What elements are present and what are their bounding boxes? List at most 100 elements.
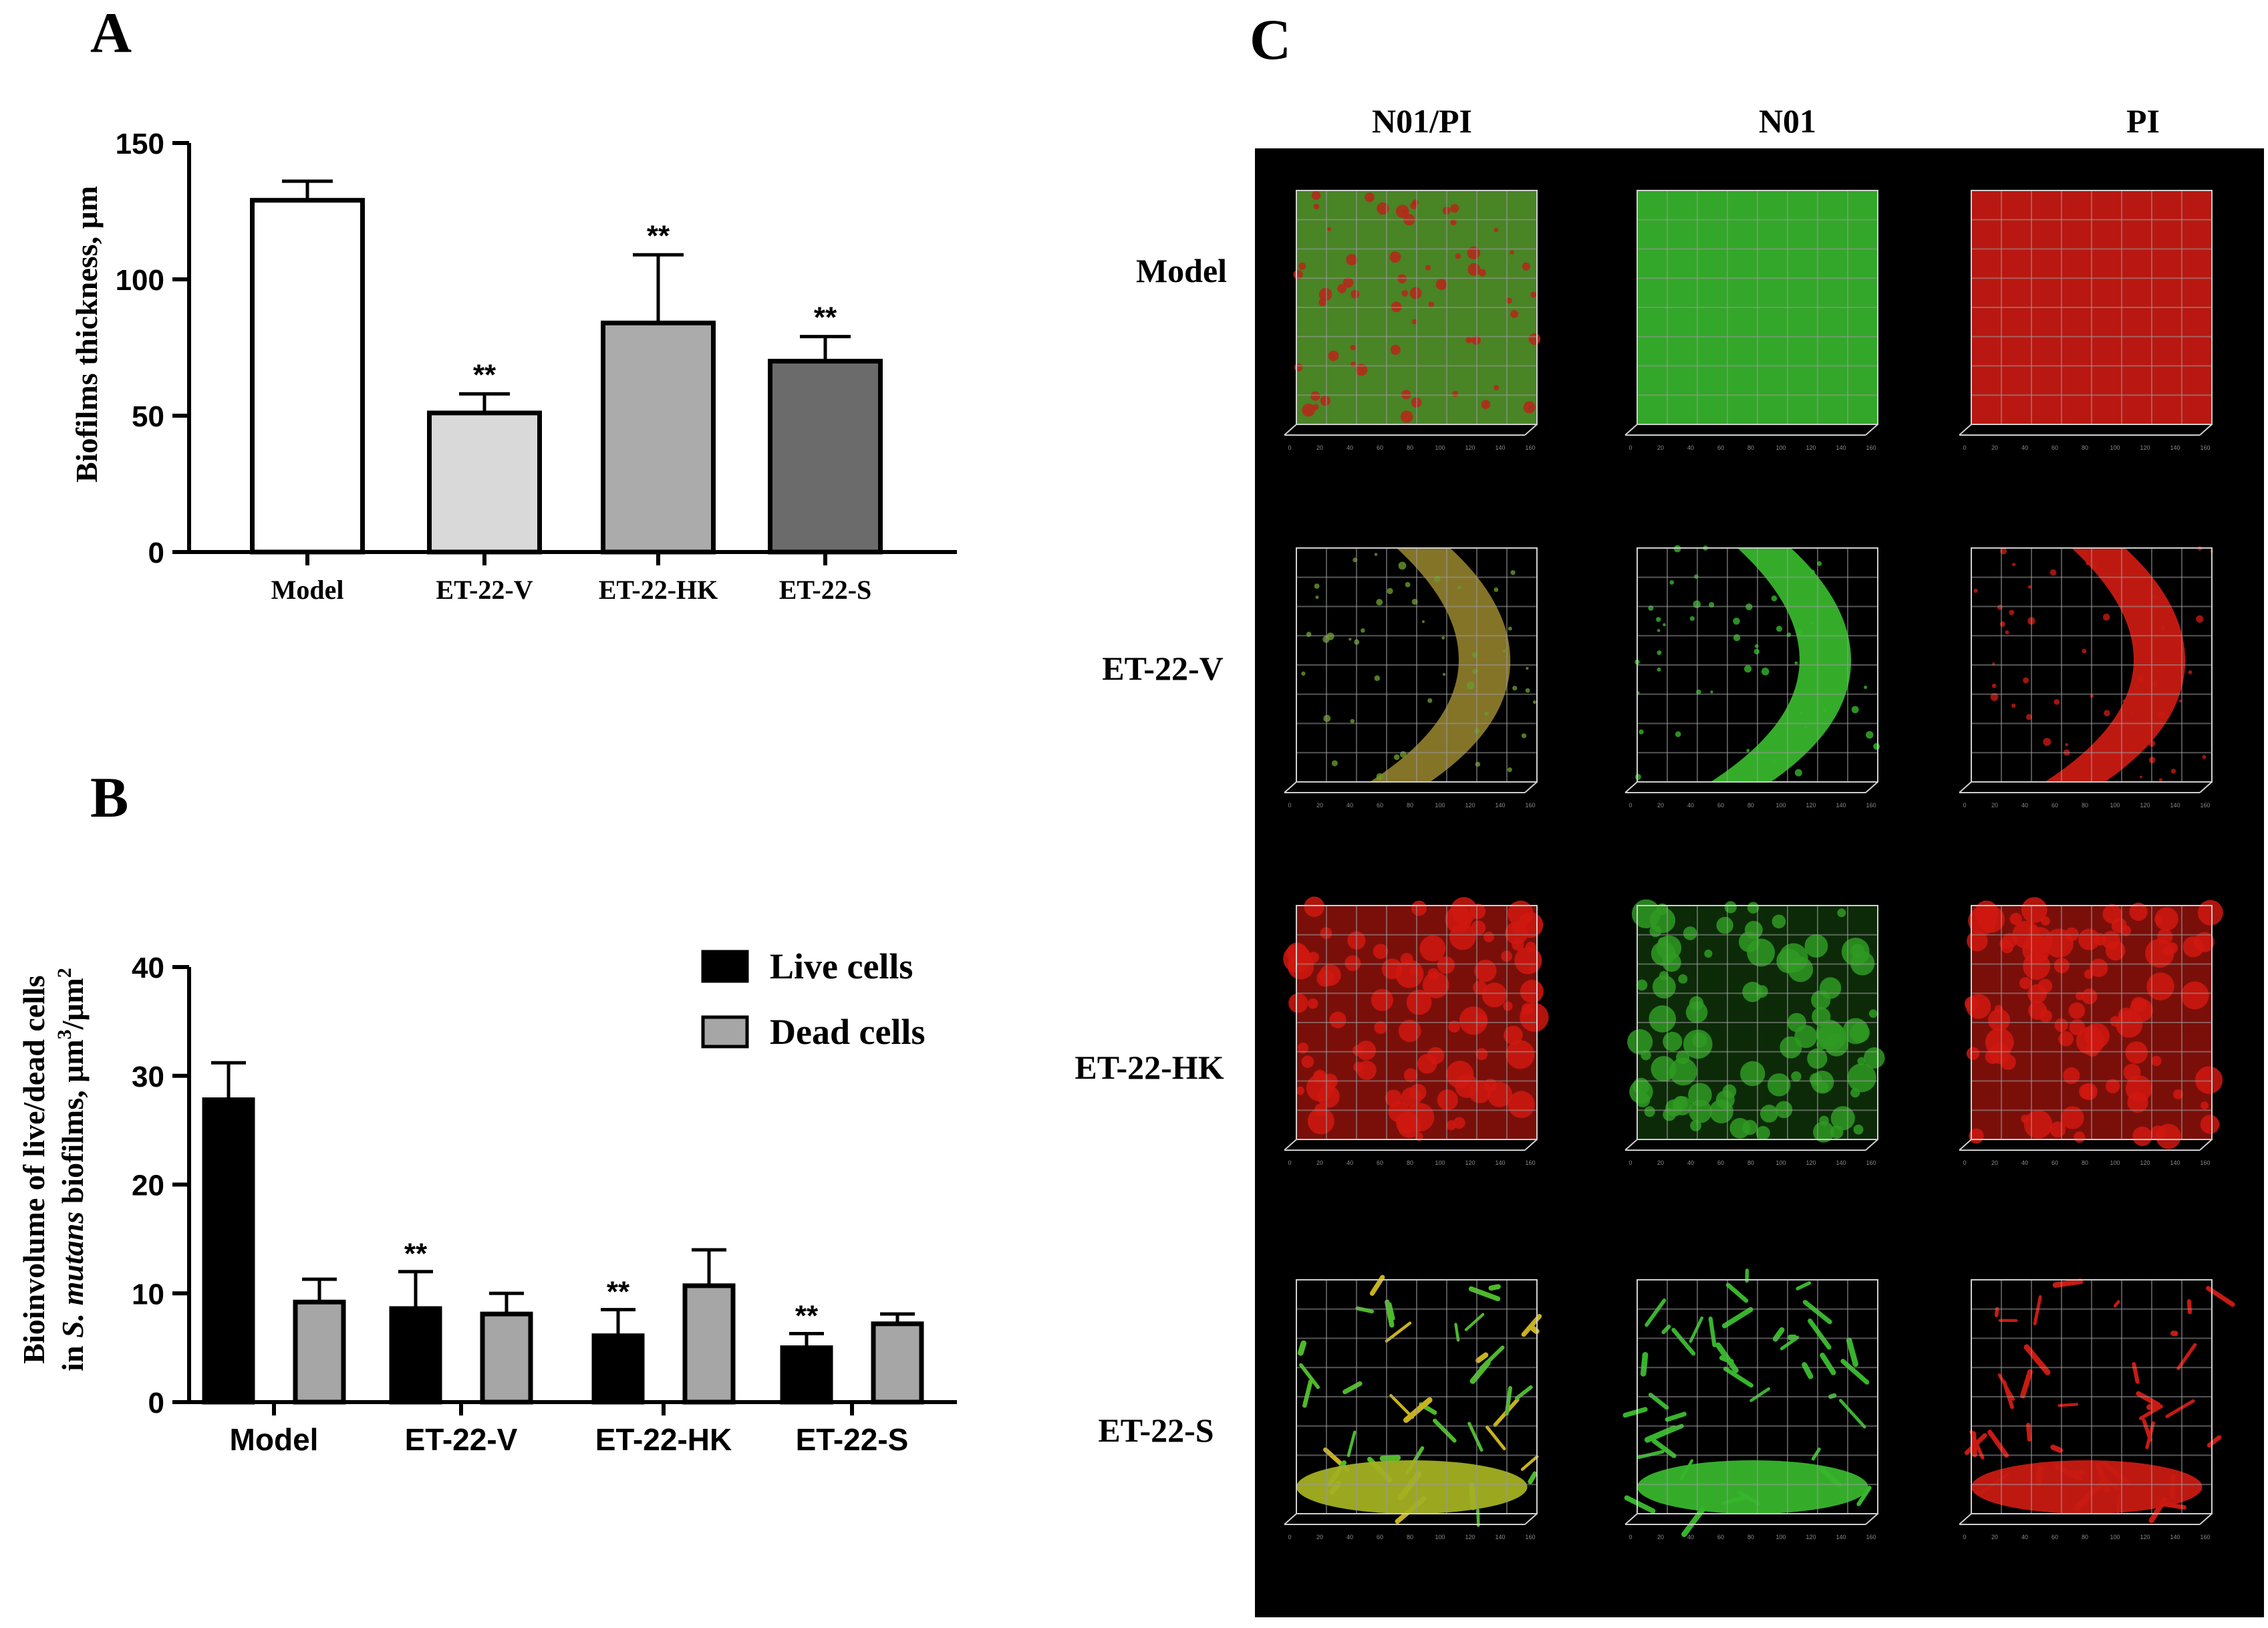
panel-a-bar: [601, 320, 716, 555]
axis-tick-label: 0: [1963, 1160, 1966, 1166]
axis-depth: [1624, 424, 1638, 436]
panel-a-xtick-label: Model: [271, 575, 344, 605]
cell-aggregate: [2009, 912, 2022, 926]
axis-tick-label: 120: [1806, 802, 1816, 809]
cell-speck: [2140, 775, 2143, 779]
grid-box: [1971, 1279, 2213, 1514]
cell-speck: [1795, 628, 1802, 636]
cell-speck: [2082, 648, 2087, 654]
cell-speck: [1507, 767, 1512, 773]
dead-cell-cluster: [1528, 333, 1541, 346]
cell-speck: [1973, 588, 1978, 593]
dead-cell-cluster: [1452, 390, 1459, 397]
axis-tick-label: 60: [1717, 802, 1724, 809]
filament-strand: [1467, 1421, 1483, 1452]
cell-speck: [1331, 760, 1338, 767]
cell-speck: [1999, 621, 2005, 627]
axis-tick-label: 80: [2082, 444, 2088, 451]
axis-tick-label: 20: [1316, 802, 1323, 809]
axis-tick-label: 40: [2021, 802, 2028, 809]
cell-aggregate: [1755, 1125, 1770, 1140]
axis-tick-label: 140: [1495, 444, 1505, 451]
axis-tick-label: 0: [1963, 1534, 1966, 1540]
panel-b-bar-live: [389, 1306, 442, 1405]
grid-box: [1296, 905, 1538, 1140]
cell-speck: [1521, 733, 1527, 738]
axis-tick-label: 160: [1525, 444, 1535, 451]
panel-b-ytick-label: 20: [132, 1170, 164, 1202]
filament-strand: [2052, 1278, 2084, 1288]
filament-strand: [2186, 1299, 2192, 1315]
cell-aggregate: [1422, 972, 1449, 998]
filament-strand: [2002, 1380, 2014, 1409]
dead-cell-cluster: [1435, 279, 1447, 290]
col-header-pi: PI: [2126, 102, 2160, 140]
cell-aggregate: [1301, 1055, 1314, 1069]
cell-aggregate: [2078, 928, 2100, 950]
cell-aggregate: [1818, 1081, 1829, 1093]
cell-aggregate: [1652, 975, 1676, 999]
cell-aggregate: [1669, 1057, 1697, 1086]
biofilm-base: [1971, 1460, 2203, 1514]
cell-aggregate: [1504, 1025, 1523, 1045]
dead-cell-cluster: [1523, 401, 1536, 414]
filament-strand: [2146, 1403, 2161, 1410]
panel-b-ylabel-line1: Bioinvolume of live/dead cells: [17, 975, 51, 1363]
cell-speck: [2137, 675, 2144, 682]
axis-depth: [1959, 1513, 1972, 1525]
cell-aggregate: [1319, 964, 1341, 986]
cell-speck: [1657, 629, 1661, 632]
cell-aggregate: [1308, 952, 1320, 964]
axis-tick-label: 120: [1806, 1534, 1816, 1540]
axis-tick-label: 20: [1657, 444, 1664, 451]
cell-aggregate: [2145, 938, 2174, 968]
cell-aggregate: [2194, 1066, 2223, 1094]
cell-speck: [1804, 725, 1808, 729]
cell-aggregate: [1968, 906, 1997, 936]
grid-box: [1971, 547, 2213, 783]
cell-aggregate: [2023, 1110, 2053, 1139]
cell-aggregate: [1287, 952, 1314, 980]
cell-speck: [1374, 553, 1378, 556]
axis-depth: [1959, 1139, 1972, 1151]
panel-b-bars: ** ** **: [202, 1061, 924, 1405]
filament-strand: [1342, 1381, 1363, 1395]
cell-speck: [1794, 661, 1798, 665]
cell-speck: [2102, 614, 2110, 621]
axis-tick-label: 40: [1687, 802, 1694, 809]
cell-speck: [1532, 700, 1537, 704]
cell-speck: [2159, 778, 2162, 782]
cell-aggregate: [1676, 1050, 1690, 1065]
grid-box: [1637, 547, 1878, 783]
grid-box: [1296, 190, 1538, 425]
axis-tick-label: 0: [1963, 802, 1966, 809]
filament-strand: [1454, 1323, 1460, 1342]
axis-depth: [1624, 781, 1638, 793]
axis-tick-label: 60: [2051, 1160, 2058, 1166]
axis-tick-label: 60: [1717, 444, 1724, 451]
cell-speck: [1800, 712, 1803, 715]
cell-speck: [1864, 685, 1868, 690]
cell-aggregate: [2127, 1092, 2148, 1113]
panel-a-label: A: [90, 1, 132, 65]
row-label-et22hk: ET-22-HK: [1075, 1049, 1224, 1086]
col-header-n01pi: N01/PI: [1372, 102, 1472, 140]
cell-aggregate: [1819, 1115, 1829, 1126]
dead-cell-cluster: [1510, 250, 1514, 255]
micrograph-2-0: 0 20 40 60 80 100 120 140 160: [1283, 896, 1549, 1166]
axis-tick-label: 160: [1866, 1160, 1876, 1166]
cell-aggregate: [1692, 1033, 1707, 1048]
cell-aggregate: [1307, 1107, 1334, 1135]
cell-aggregate: [1304, 896, 1325, 918]
axis-tick-label: 80: [1747, 802, 1754, 809]
cell-aggregate: [1847, 1063, 1876, 1093]
dead-cell-cluster: [1318, 298, 1327, 307]
axis-tick-label: 0: [1628, 1160, 1632, 1166]
grid-box: [1971, 905, 2213, 1140]
cell-speck: [2135, 686, 2138, 689]
dead-cell-cluster: [1425, 265, 1431, 271]
cell-aggregate: [2154, 907, 2178, 931]
legend-swatch-live: [701, 950, 749, 983]
cell-aggregate: [1373, 944, 1389, 959]
axis-tick-label: 160: [1525, 802, 1535, 809]
